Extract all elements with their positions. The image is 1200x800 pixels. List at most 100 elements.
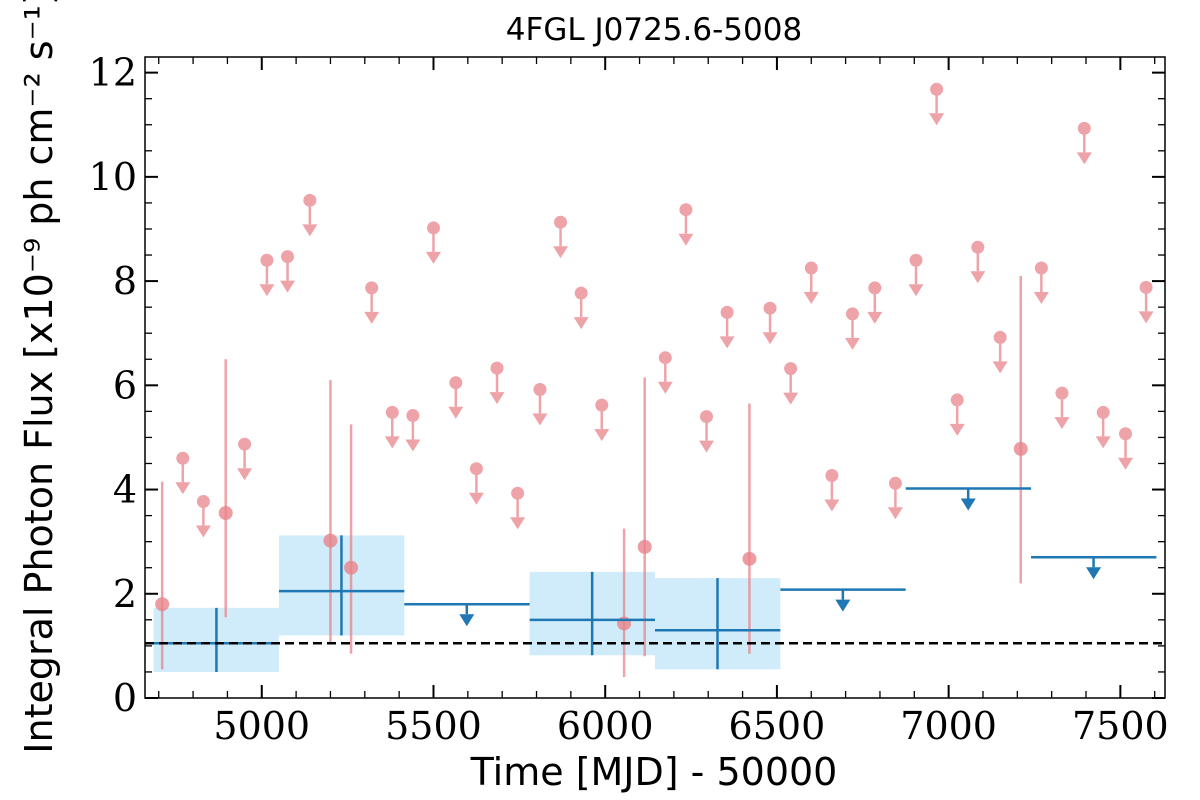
- short-bin-upper-limit: [867, 281, 883, 324]
- x-axis-label: Time [MJD] - 50000: [470, 750, 838, 794]
- short-bin-upper-limit: [594, 398, 610, 442]
- short-bin-upper-limit: [762, 301, 778, 345]
- upper-limit-marker: [385, 405, 399, 419]
- short-bin-upper-limit: [302, 193, 318, 237]
- x-axis-tick-label: 6500: [729, 704, 826, 748]
- upper-limit-arrowhead: [1095, 436, 1111, 449]
- upper-limit-marker: [950, 393, 964, 407]
- upper-limit-arrowhead: [699, 440, 715, 453]
- upper-limit-marker: [533, 382, 547, 396]
- upper-limit-marker: [784, 362, 798, 376]
- upper-limit-marker: [658, 351, 672, 365]
- upper-limit-arrowhead: [887, 507, 903, 520]
- upper-limit-arrowhead: [762, 332, 778, 345]
- short-bin-upper-limit: [384, 405, 400, 449]
- upper-limit-marker: [574, 286, 588, 300]
- upper-limit-marker: [993, 330, 1007, 344]
- upper-limit-arrowhead: [824, 499, 840, 512]
- upper-limit-marker: [825, 468, 839, 482]
- short-bin-upper-limit: [259, 253, 275, 297]
- upper-limit-arrowhead: [1033, 292, 1049, 305]
- upper-limit-marker: [1096, 405, 1110, 419]
- short-bin-detection-point: [323, 533, 338, 548]
- short-bin-upper-limit: [448, 376, 464, 419]
- short-bin-upper-limit: [532, 382, 548, 426]
- upper-limit-arrowhead: [908, 284, 924, 297]
- y-axis-tick-label: 4: [113, 468, 137, 512]
- long-bin-upper-limit-arrowhead: [1086, 567, 1102, 580]
- upper-limit-arrowhead: [594, 429, 610, 442]
- long-bin-upper-limit-arrowhead: [835, 599, 851, 612]
- upper-limit-marker: [238, 437, 252, 451]
- upper-limit-marker: [909, 253, 923, 267]
- plot-area: [145, 82, 1165, 678]
- upper-limit-arrowhead: [970, 271, 986, 284]
- upper-limit-marker: [449, 376, 463, 390]
- upper-limit-arrowhead: [657, 381, 673, 394]
- upper-limit-arrowhead: [1138, 311, 1154, 324]
- upper-limit-marker: [1119, 427, 1133, 441]
- upper-limit-arrowhead: [280, 280, 296, 293]
- short-bin-upper-limit: [195, 495, 211, 538]
- short-bin-upper-limit: [783, 362, 799, 405]
- upper-limit-arrowhead: [553, 246, 569, 259]
- upper-limit-marker: [303, 193, 317, 207]
- upper-limit-arrowhead: [259, 284, 275, 297]
- upper-limit-marker: [1139, 280, 1153, 294]
- upper-limit-marker: [1034, 261, 1048, 275]
- short-bin-upper-limit: [970, 240, 986, 284]
- short-bin-upper-limit: [553, 215, 569, 259]
- upper-limit-arrowhead: [510, 517, 526, 530]
- y-axis-tick-label: 12: [89, 51, 137, 95]
- y-axis-tick-label: 2: [113, 572, 137, 616]
- short-bin-upper-limit: [510, 486, 526, 530]
- y-axis-label: Integral Photon Flux [x10⁻⁹ ph cm⁻² s⁻¹]: [17, 0, 61, 754]
- upper-limit-marker: [888, 476, 902, 490]
- upper-limit-arrowhead: [1054, 417, 1070, 430]
- upper-limit-marker: [511, 486, 525, 500]
- upper-limit-arrowhead: [302, 224, 318, 237]
- upper-limit-arrowhead: [719, 336, 735, 349]
- axes: 5000 5500 6000 6500 7000 7500 0 2 4 6 8 10 12: [89, 51, 1169, 748]
- y-axis-tick-label: 6: [113, 363, 137, 407]
- upper-limit-marker: [971, 240, 985, 254]
- short-bin-detection-point: [637, 539, 652, 554]
- short-bin-detection-point: [1013, 441, 1028, 456]
- upper-limit-marker: [490, 361, 504, 375]
- upper-limit-arrowhead: [803, 292, 819, 305]
- x-axis-tick-label: 5000: [213, 704, 310, 748]
- upper-limit-arrowhead: [405, 439, 421, 452]
- x-axis-tick-label: 6000: [557, 704, 654, 748]
- upper-limit-arrowhead: [364, 311, 380, 324]
- upper-limit-arrowhead: [468, 492, 484, 505]
- upper-limit-marker: [365, 281, 379, 295]
- upper-limit-marker: [176, 451, 190, 465]
- upper-limit-arrowhead: [992, 361, 1008, 374]
- upper-limit-arrowhead: [175, 482, 191, 495]
- short-bin-upper-limit: [1118, 427, 1134, 470]
- upper-limit-marker: [930, 82, 944, 96]
- short-bin-upper-limit: [678, 203, 694, 246]
- upper-limit-marker: [196, 495, 210, 509]
- short-bin-upper-limit: [1054, 386, 1070, 430]
- short-bin-upper-limit: [719, 305, 735, 349]
- upper-limit-arrowhead: [783, 392, 799, 405]
- upper-limit-marker: [1055, 386, 1069, 400]
- x-axis-tick-label: 7500: [1072, 704, 1169, 748]
- short-bin-upper-limit: [175, 451, 191, 495]
- upper-limit-arrowhead: [384, 436, 400, 449]
- short-bin-upper-limit: [824, 468, 840, 512]
- x-axis-tick-label: 7000: [900, 704, 997, 748]
- upper-limit-marker: [595, 398, 609, 412]
- short-bin-detection-point: [218, 505, 233, 520]
- upper-limit-arrowhead: [1118, 457, 1134, 470]
- short-bin-upper-limit: [992, 330, 1008, 374]
- x-axis-tick-label: 5500: [385, 704, 482, 748]
- short-bin-detection-point: [742, 551, 757, 566]
- upper-limit-marker: [281, 250, 295, 264]
- upper-limit-marker: [260, 253, 274, 267]
- short-bin-upper-limit: [237, 437, 253, 481]
- upper-limit-arrowhead: [1076, 152, 1092, 165]
- short-bin-upper-limit: [887, 476, 903, 520]
